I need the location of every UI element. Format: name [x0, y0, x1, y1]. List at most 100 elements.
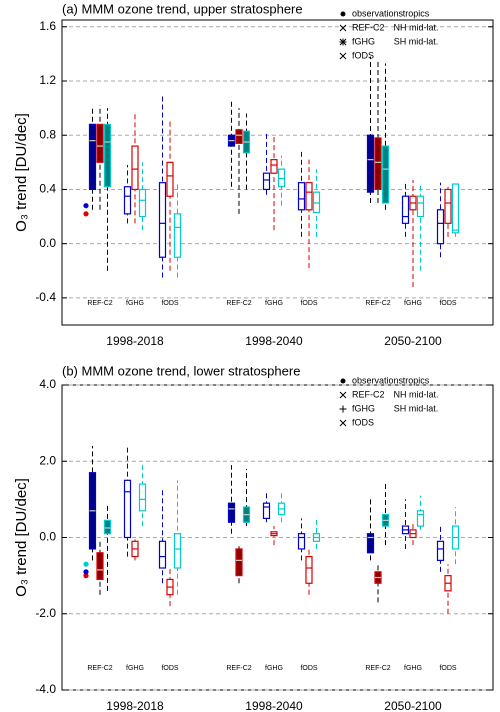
box: [436, 209, 445, 245]
box: [138, 188, 147, 218]
legend-marker: [339, 24, 347, 32]
panel-title: (a) MMM ozone trend, upper stratosphere: [62, 1, 303, 16]
experiment-label: REF-C2: [87, 665, 112, 672]
box: [173, 213, 182, 258]
y-tick-label: 1.2: [39, 73, 56, 87]
legend-label: SH mid-lat.: [394, 403, 439, 413]
box: [444, 188, 452, 224]
experiment-label: fODS: [161, 300, 178, 307]
legend-marker: [339, 391, 347, 399]
legend-label: observations: [352, 375, 404, 385]
experiment-label: fODS: [300, 665, 317, 672]
observation: [83, 203, 89, 209]
panel-title: (b) MMM ozone trend, lower stratosphere: [62, 363, 300, 378]
box: [103, 519, 112, 535]
y-tick-label: 0.0: [39, 236, 56, 250]
box: [374, 137, 382, 191]
box: [103, 123, 112, 188]
plot-frame: [61, 19, 494, 326]
legend-label: NH mid-lat.: [393, 22, 438, 32]
box: [401, 195, 410, 224]
box: [123, 479, 132, 539]
legend-label: NH mid-lat.: [393, 389, 438, 399]
box: [297, 533, 306, 550]
x-tick-label: 1998-2018: [106, 334, 164, 348]
y-tick-label: -4.0: [35, 682, 56, 696]
legend-marker: [339, 38, 347, 46]
box: [123, 186, 132, 215]
y-axis-label: O₃ trend [DU/dec]: [13, 113, 30, 232]
y-tick-label: 0.4: [39, 182, 56, 196]
legend-label: fGHG: [352, 36, 375, 46]
legend-label: observations: [352, 8, 404, 18]
experiment-label: fGHG: [265, 665, 283, 672]
box: [297, 182, 306, 211]
box: [158, 182, 167, 258]
box: [235, 129, 243, 144]
experiment-label: REF-C2: [365, 300, 390, 307]
experiment-label: REF-C2: [226, 665, 251, 672]
box: [366, 533, 375, 554]
legend-label: REF-C2: [352, 389, 385, 399]
box: [138, 483, 147, 512]
experiment-label: fGHG: [265, 300, 283, 307]
box: [416, 195, 425, 218]
legend-marker: [339, 52, 347, 60]
box: [262, 172, 271, 191]
x-tick-label: 2050-2100: [384, 699, 442, 712]
box: [312, 191, 321, 214]
legend-marker: [339, 419, 347, 427]
box: [416, 510, 425, 527]
experiment-label: fGHG: [126, 300, 144, 307]
legend-label: fODS: [352, 417, 374, 427]
x-tick-label: 2050-2100: [384, 334, 442, 348]
box: [381, 145, 390, 204]
x-tick-label: 1998-2040: [245, 699, 303, 712]
box: [227, 502, 236, 523]
legend-marker: [339, 405, 347, 413]
observation: [83, 573, 89, 579]
box: [436, 540, 445, 561]
y-tick-label: 2.0: [39, 453, 56, 467]
box: [166, 161, 174, 197]
y-tick-label: -2.0: [35, 606, 56, 620]
experiment-label: fODS: [439, 665, 456, 672]
legend-label: REF-C2: [352, 22, 385, 32]
box: [96, 552, 104, 581]
legend-label: fGHG: [352, 403, 375, 413]
y-tick-label: 0.8: [39, 127, 56, 141]
box: [305, 555, 313, 584]
box: [96, 123, 104, 163]
legend-marker: [340, 11, 346, 17]
legend-label: fODS: [352, 50, 374, 60]
box: [158, 540, 167, 569]
box: [262, 502, 271, 520]
experiment-label: fGHG: [126, 665, 144, 672]
box: [131, 145, 139, 191]
box: [305, 182, 313, 211]
experiment-label: fODS: [439, 300, 456, 307]
y-tick-label: 0.0: [39, 530, 56, 544]
experiment-label: REF-C2: [365, 665, 390, 672]
y-axis-label: O₃ trend [DU/dec]: [13, 478, 30, 597]
experiment-label: fGHG: [404, 665, 422, 672]
box: [451, 183, 460, 234]
box: [173, 533, 182, 569]
observation: [83, 561, 89, 567]
experiment-label: REF-C2: [226, 300, 251, 307]
y-tick-label: -0.4: [35, 290, 56, 304]
x-tick-label: 1998-2018: [106, 699, 164, 712]
observation: [83, 211, 89, 217]
legend-label: tropics: [403, 375, 430, 385]
experiment-label: REF-C2: [87, 300, 112, 307]
box: [235, 548, 243, 577]
box: [366, 134, 375, 193]
x-tick-label: 1998-2040: [245, 334, 303, 348]
box: [270, 159, 278, 174]
y-tick-label: 4.0: [39, 377, 56, 391]
box: [88, 123, 97, 191]
observation: [83, 569, 89, 575]
experiment-label: fODS: [300, 300, 317, 307]
